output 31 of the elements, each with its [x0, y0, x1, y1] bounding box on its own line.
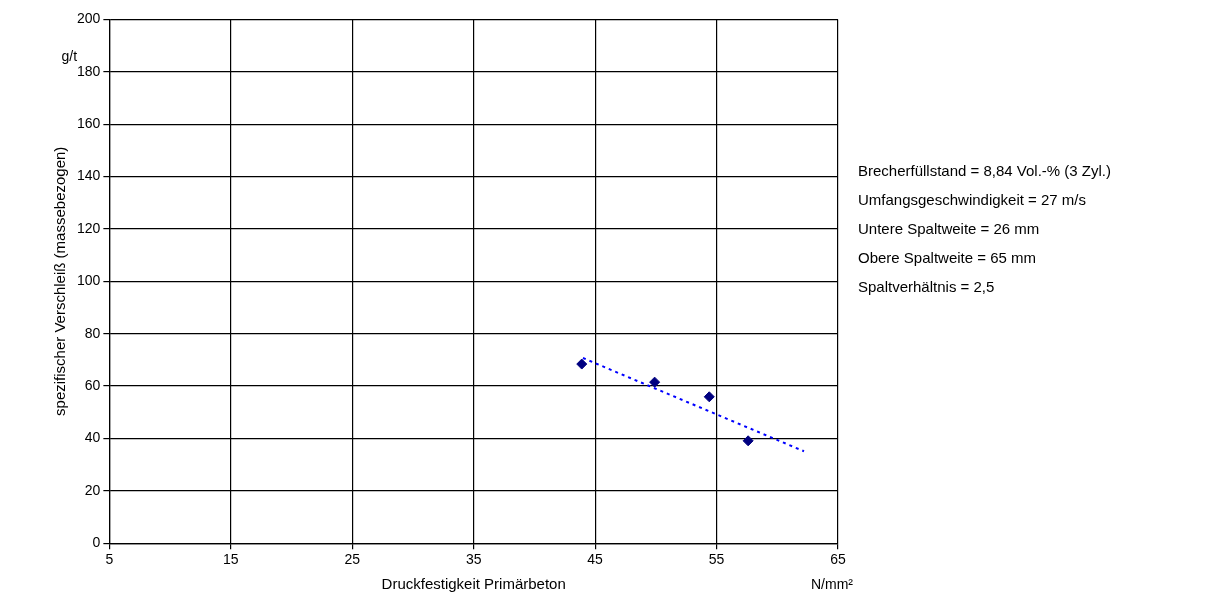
x-tick-label: 15 [223, 551, 239, 568]
y-tick-label: 200 [77, 10, 101, 27]
y-tick-label: 40 [84, 429, 101, 446]
point [742, 435, 754, 447]
text: Obere Spaltweite = 65 mm [858, 248, 1037, 268]
text: N/mm² [811, 576, 854, 593]
text: Brecherfüllstand = 8,84 Vol.-% (3 Zyl.) [858, 161, 1112, 181]
text: Untere Spaltweite = 26 mm [858, 219, 1041, 239]
y-tick-label: 60 [84, 376, 101, 393]
point [649, 376, 661, 388]
x-axis-title: Druckfestigkeit Primärbeton [381, 575, 566, 593]
y-tick-label: 120 [77, 219, 101, 236]
x-tick-label: 25 [344, 551, 361, 568]
x-tick-label: 55 [708, 551, 725, 568]
x-tick-label: 5 [105, 551, 114, 568]
y-tick-label: 80 [84, 324, 101, 341]
y-tick-label: 100 [77, 272, 101, 289]
text: Umfangsgeschwindigkeit = 27 m/s [858, 190, 1088, 210]
text: g/t [61, 48, 78, 65]
x-tick-label: 45 [587, 551, 604, 568]
point [576, 358, 588, 370]
y-tick-label: 0 [92, 534, 101, 551]
x-tick-label: 65 [830, 551, 846, 568]
point [703, 391, 715, 403]
text: Spaltverhältnis = 2,5 [858, 277, 996, 297]
y-tick-label: 140 [77, 167, 101, 184]
y-tick-label: 180 [77, 62, 101, 79]
y-axis-title: spezifischer Verschleiß (massebezogen) [51, 146, 69, 416]
y-tick-label: 20 [84, 481, 101, 498]
x-tick-label: 35 [465, 551, 482, 568]
y-tick-label: 160 [77, 115, 101, 132]
